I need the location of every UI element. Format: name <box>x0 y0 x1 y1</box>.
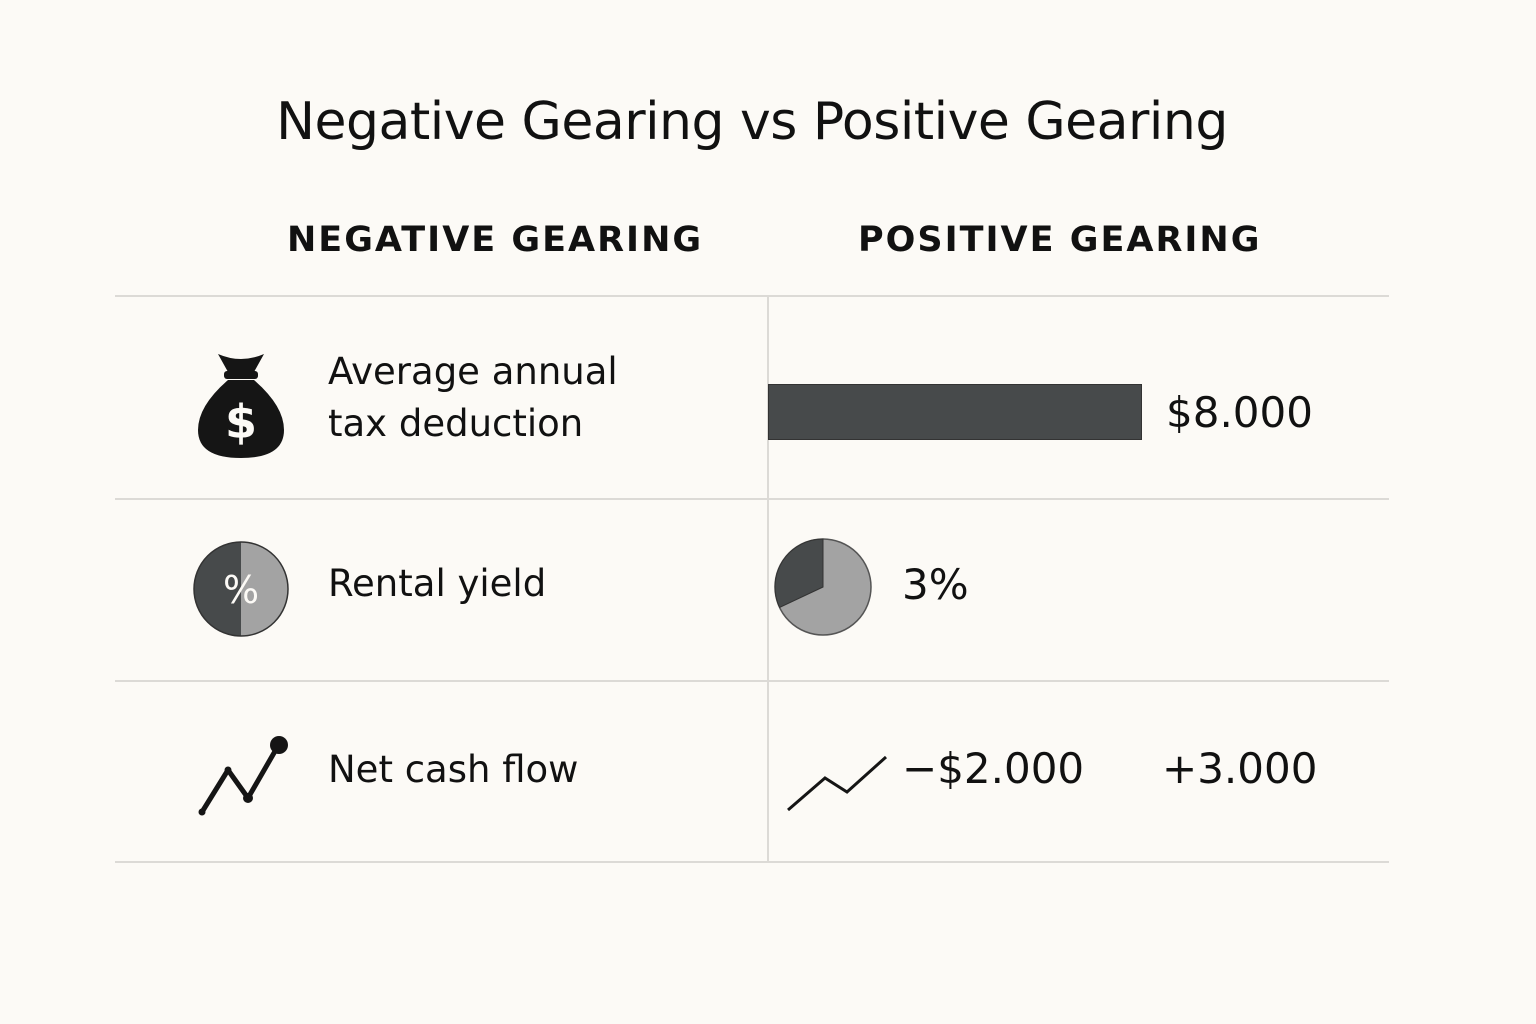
rental-yield-value: 3% <box>902 560 969 609</box>
column-header-positive: POSITIVE GEARING <box>858 220 1262 260</box>
row-label-net-cash-flow: Net cash flow <box>328 748 579 791</box>
money-bag-icon: $ <box>198 354 284 458</box>
cash-flow-positive-value: +3.000 <box>1162 744 1318 793</box>
row-label-tax-deduction: Average annual tax deduction <box>328 350 618 445</box>
trend-line-icon <box>198 736 288 816</box>
tax-deduction-bar <box>768 384 1142 440</box>
column-divider <box>767 296 769 862</box>
tax-deduction-value: $8.000 <box>1166 388 1313 437</box>
row-label-rental-yield: Rental yield <box>328 562 547 605</box>
page-title: Negative Gearing vs Positive Gearing <box>276 92 1228 152</box>
svg-text:$: $ <box>225 395 257 449</box>
cash-flow-trend-icon <box>787 755 888 812</box>
svg-text:%: % <box>223 568 259 612</box>
percent-pie-icon: % <box>193 541 289 637</box>
cash-flow-negative-value: −$2.000 <box>902 744 1085 793</box>
divider-row-1 <box>115 498 1389 500</box>
divider-top <box>115 295 1389 297</box>
column-header-negative: NEGATIVE GEARING <box>287 220 704 260</box>
divider-bottom <box>115 861 1389 863</box>
divider-row-2 <box>115 680 1389 682</box>
rental-yield-pie <box>774 538 872 636</box>
